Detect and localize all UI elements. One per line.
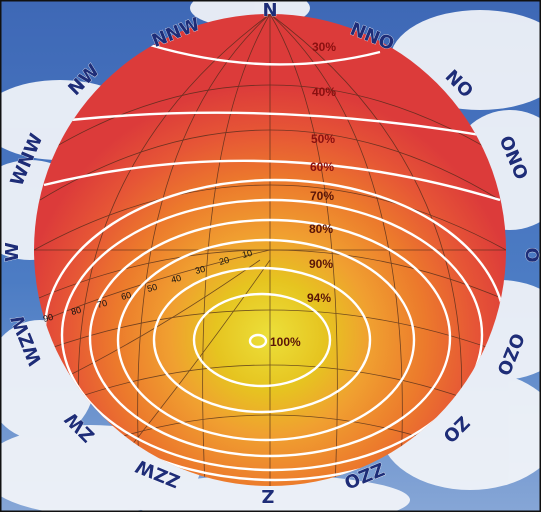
efficiency-label-94: 94% — [307, 291, 331, 305]
altitude-label-90: 90 — [42, 312, 54, 324]
compass-z: Z — [261, 485, 274, 506]
altitude-label-50: 50 — [146, 282, 158, 294]
efficiency-label-50: 50% — [311, 132, 335, 146]
efficiency-label-60: 60% — [310, 160, 334, 174]
altitude-label-40: 40 — [170, 273, 182, 285]
altitude-scale: 90 80 70 60 50 40 30 20 10 — [42, 248, 253, 324]
altitude-label-80: 80 — [70, 305, 82, 317]
contour-40 — [69, 111, 481, 137]
contour-90 — [116, 238, 416, 442]
efficiency-label-100: 100% — [270, 335, 301, 349]
contour-80 — [88, 218, 452, 458]
contour-70 — [60, 198, 484, 472]
altitude-label-60: 60 — [120, 290, 132, 302]
compass-o: O — [521, 247, 541, 262]
efficiency-label-80: 80% — [309, 222, 333, 236]
contour-inner — [192, 292, 332, 388]
altitude-label-20: 20 — [218, 255, 230, 267]
altitude-label-70: 70 — [96, 298, 108, 310]
compass-n: N — [262, 0, 277, 21]
contour-30 — [149, 43, 381, 66]
efficiency-label-90: 90% — [309, 257, 333, 271]
compass-w: W — [2, 242, 23, 262]
contour-100 — [248, 333, 268, 349]
altitude-label-30: 30 — [194, 264, 206, 276]
altitude-label-10: 10 — [241, 248, 253, 260]
efficiency-label-40: 40% — [312, 85, 336, 99]
efficiency-label-70: 70% — [310, 189, 334, 203]
contour-94 — [152, 266, 372, 414]
contour-50 — [43, 159, 501, 202]
efficiency-label-30: 30% — [312, 40, 336, 54]
